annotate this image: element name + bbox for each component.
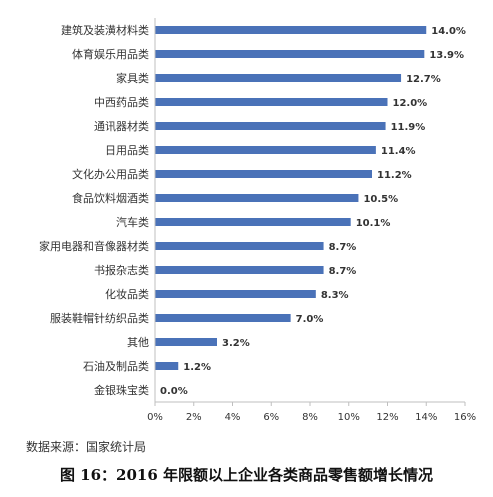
value-label: 1.2% xyxy=(183,362,211,373)
bar xyxy=(155,338,217,346)
data-source-note: 数据来源：国家统计局 xyxy=(26,440,147,454)
category-label: 其他 xyxy=(127,336,149,349)
bar xyxy=(155,242,324,250)
x-axis-ticks: 0% 2% 4% 6% 8% 10% 12% 14% 16% xyxy=(147,402,476,423)
x-tick-label: 16% xyxy=(454,412,476,423)
x-tick-label: 2% xyxy=(186,412,202,423)
value-label: 8.7% xyxy=(329,242,357,253)
bar xyxy=(155,218,351,226)
x-tick-label: 10% xyxy=(338,412,360,423)
value-label: 11.9% xyxy=(391,122,426,133)
category-label: 金银珠宝类 xyxy=(94,383,149,397)
value-label: 8.3% xyxy=(321,290,349,301)
x-tick-label: 0% xyxy=(147,412,163,423)
value-label: 3.2% xyxy=(222,338,250,349)
x-tick-label: 12% xyxy=(376,412,398,423)
bar xyxy=(155,50,425,58)
category-label: 文化办公用品类 xyxy=(72,167,149,181)
category-label: 体育娱乐用品类 xyxy=(72,47,149,61)
value-label: 13.9% xyxy=(429,50,464,61)
x-tick-label: 8% xyxy=(302,412,318,423)
category-label: 通讯器材类 xyxy=(94,119,149,133)
value-label: 8.7% xyxy=(329,266,357,277)
value-label: 10.5% xyxy=(363,194,398,205)
bar xyxy=(155,74,402,82)
bar xyxy=(155,146,376,154)
bars-layer: 建筑及装潢材料类 14.0% 体育娱乐用品类 13.9% 家具类 12.7% 中西药品类 12… xyxy=(39,23,466,397)
bar-chart: 建筑及装潢材料类 14.0% 体育娱乐用品类 13.9% 家具类 12.7% 中西药品类 12… xyxy=(39,18,476,423)
x-tick-label: 14% xyxy=(415,412,437,423)
bar xyxy=(155,362,179,370)
value-label: 11.2% xyxy=(377,170,412,181)
bar xyxy=(155,26,427,34)
bar xyxy=(155,98,388,106)
value-label: 14.0% xyxy=(431,26,466,37)
bar xyxy=(155,194,359,202)
x-tick-label: 6% xyxy=(263,412,279,423)
category-label: 家用电器和音像器材类 xyxy=(39,239,149,253)
figure-caption: 图 16：2016 年限额以上企业各类商品零售额增长情况 xyxy=(59,466,434,484)
bar xyxy=(155,170,372,178)
category-label: 服装鞋帽针纺织品类 xyxy=(50,311,149,325)
category-label: 日用品类 xyxy=(105,143,149,157)
value-label: 10.1% xyxy=(356,218,391,229)
category-label: 建筑及装潢材料类 xyxy=(61,23,149,37)
category-label: 化妆品类 xyxy=(105,287,149,301)
category-label: 中西药品类 xyxy=(94,95,149,109)
value-label: 12.7% xyxy=(406,74,441,85)
category-label: 书报杂志类 xyxy=(94,263,149,277)
category-label: 石油及制品类 xyxy=(83,359,149,373)
bar xyxy=(155,314,291,322)
value-label: 11.4% xyxy=(381,146,416,157)
bar xyxy=(155,122,386,130)
category-label: 食品饮料烟酒类 xyxy=(72,191,149,205)
value-label: 7.0% xyxy=(296,314,324,325)
bar xyxy=(155,266,324,274)
value-label: 0.0% xyxy=(160,386,188,397)
bar xyxy=(155,290,316,298)
value-label: 12.0% xyxy=(393,98,428,109)
category-label: 家具类 xyxy=(116,71,149,85)
category-label: 汽车类 xyxy=(116,215,149,229)
x-tick-label: 4% xyxy=(225,412,241,423)
